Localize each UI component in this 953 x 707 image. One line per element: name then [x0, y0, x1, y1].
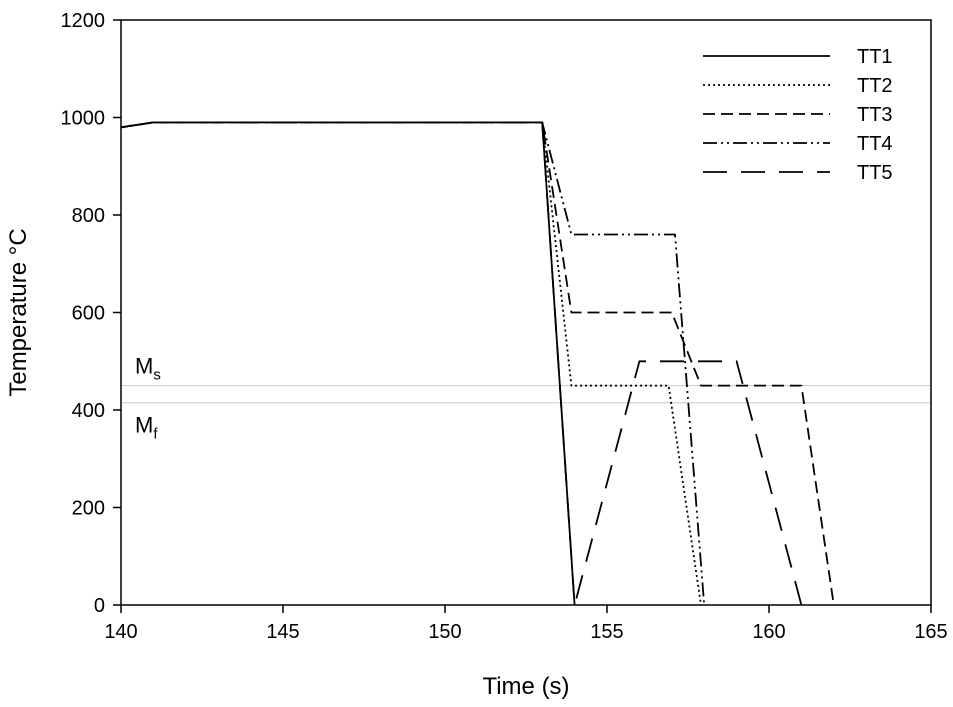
legend: TT1 TT2 TT3 TT4 TT5 — [703, 46, 893, 184]
legend-label-tt2: TT2 — [857, 75, 893, 97]
x-tick-label: 160 — [752, 621, 785, 643]
x-tick-label: 150 — [428, 621, 461, 643]
series-line-tt3 — [120, 121, 835, 606]
x-tick-label: 140 — [104, 621, 137, 643]
legend-label-tt3: TT3 — [857, 104, 893, 126]
plot-frame — [120, 19, 932, 606]
series-line-tt2 — [120, 121, 702, 606]
x-tick-label: 155 — [590, 621, 623, 643]
series-line-tt5 — [120, 121, 803, 606]
y-axis-title: Temperature °C — [5, 228, 32, 396]
reference-lines — [121, 385, 931, 404]
x-axis-title: Time (s) — [482, 673, 569, 700]
reference-label: Ms — [135, 354, 161, 384]
legend-label-tt1: TT1 — [857, 46, 893, 68]
x-axis-ticks: 140 145 150 155 160 165 — [104, 605, 948, 643]
series-line-tt4 — [120, 121, 706, 606]
reference-label: Mf — [135, 413, 158, 443]
y-tick-label: 200 — [72, 498, 105, 520]
y-tick-label: 0 — [94, 595, 105, 617]
y-tick-label: 800 — [72, 205, 105, 227]
legend-label-tt4: TT4 — [857, 133, 893, 155]
series-line-tt1 — [120, 121, 576, 606]
y-axis-ticks: 0 200 400 600 800 1000 1200 — [61, 10, 121, 617]
x-tick-label: 145 — [266, 621, 299, 643]
y-tick-label: 1000 — [61, 108, 106, 130]
reference-labels: Ms Mf — [135, 354, 161, 443]
series-lines — [120, 121, 835, 606]
y-tick-label: 600 — [72, 303, 105, 325]
legend-label-tt5: TT5 — [857, 162, 893, 184]
y-tick-label: 400 — [72, 400, 105, 422]
x-tick-label: 165 — [914, 621, 947, 643]
y-tick-label: 1200 — [61, 10, 106, 32]
